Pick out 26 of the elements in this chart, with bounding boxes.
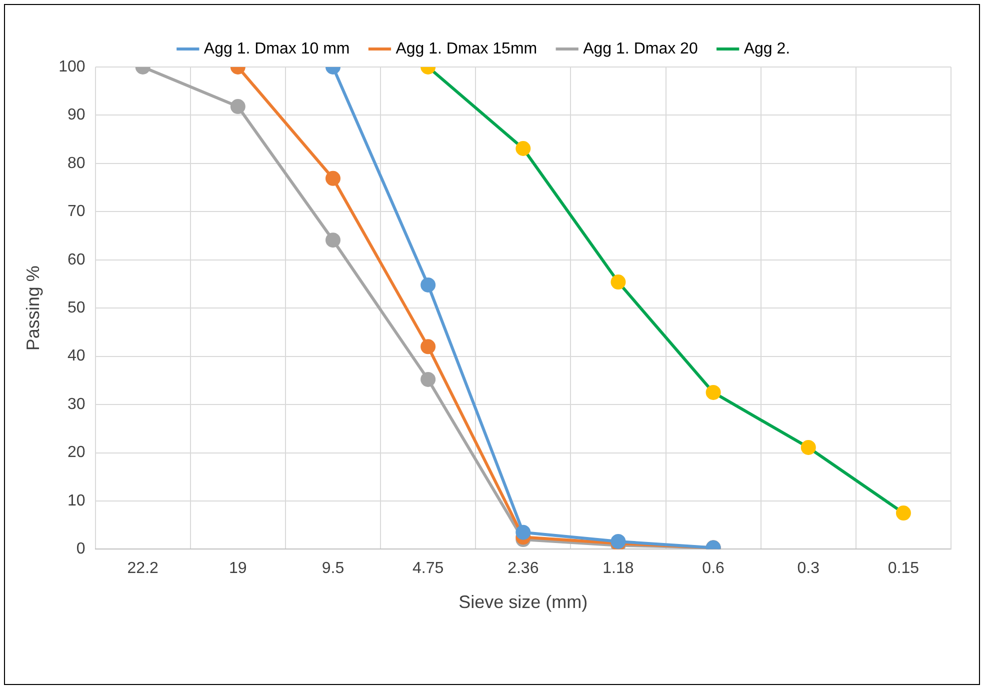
legend-label: Agg 1. Dmax 10 mm (204, 40, 350, 58)
legend-label: Agg 2. (744, 40, 790, 58)
y-tick-label: 10 (68, 492, 86, 510)
y-tick-label: 50 (68, 300, 86, 317)
x-tick-label: 0.3 (797, 560, 820, 578)
y-tick-label: 70 (68, 203, 86, 220)
y-tick-label: 80 (68, 154, 86, 172)
y-tick-label: 100 (58, 58, 86, 76)
x-tick-label: 22.2 (127, 560, 159, 578)
x-tick-label: 0.6 (702, 560, 725, 578)
x-tick-label: 2.36 (508, 560, 539, 578)
y-tick-label: 30 (68, 396, 86, 413)
x-tick-label: 19 (229, 560, 247, 578)
y-tick-label: 60 (68, 251, 86, 268)
x-tick-label: 9.5 (322, 560, 344, 578)
x-tick-label: 4.75 (412, 560, 444, 578)
legend-label: Agg 1. Dmax 20 (583, 40, 698, 58)
x-axis-title: Sieve size (mm) (458, 592, 588, 612)
y-tick-label: 90 (68, 106, 86, 124)
legend-label: Agg 1. Dmax 15mm (396, 40, 538, 58)
x-tick-label: 1.18 (602, 560, 634, 578)
y-axis-title: Passing % (22, 266, 43, 351)
y-tick-label: 40 (68, 348, 86, 365)
x-tick-label: 0.15 (888, 560, 920, 578)
y-tick-label: 0 (76, 540, 86, 558)
y-tick-label: 20 (68, 444, 86, 462)
